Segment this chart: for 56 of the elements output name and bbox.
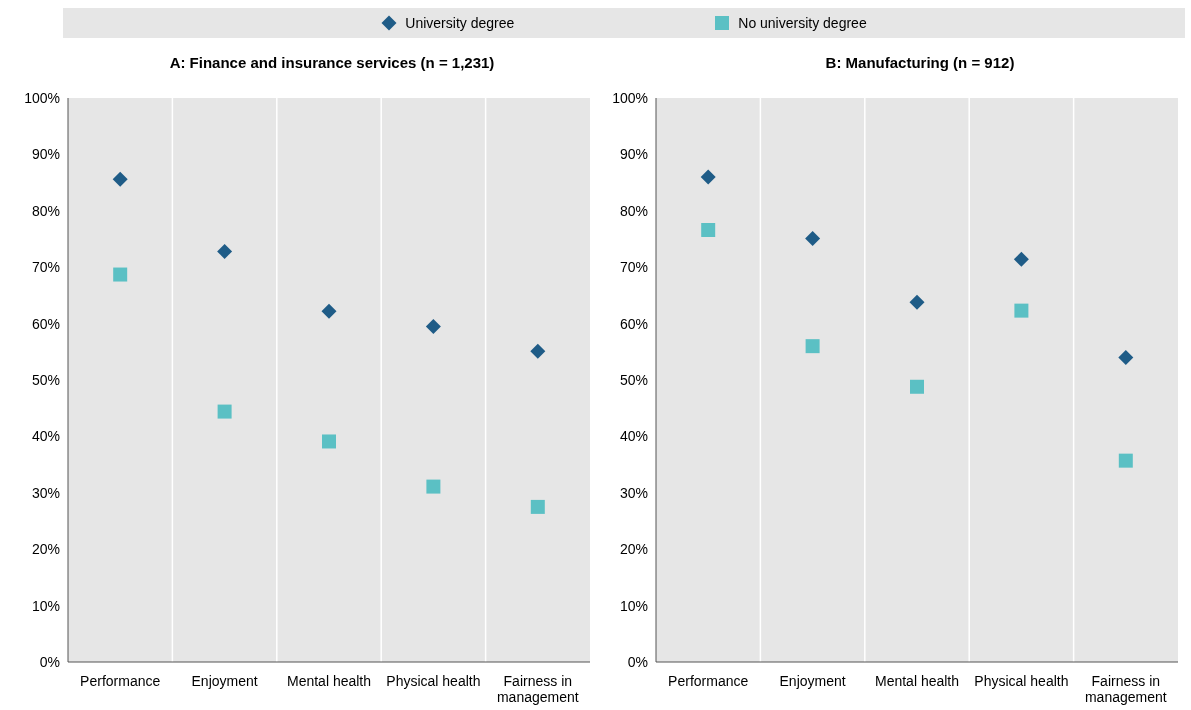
y-tick-label: 10% [31,597,60,614]
y-tick-label: 90% [619,146,648,163]
y-tick-label: 80% [31,202,60,219]
x-tick-label: Mental health [874,673,960,689]
y-tick-label: 20% [619,541,648,558]
point [1118,453,1133,468]
x-tick-label: Fairness in management [1084,673,1167,705]
y-tick-label: 40% [619,428,648,445]
point [113,267,128,282]
y-tick-label: 100% [612,89,648,106]
x-tick-label: Performance [80,673,161,689]
y-tick-label: 100% [24,89,60,106]
y-tick-label: 0% [39,653,60,670]
y-tick-label: 40% [31,428,60,445]
y-tick-label: 70% [31,259,60,276]
y-tick-label: 20% [31,541,60,558]
point [217,243,233,259]
x-tick-label: Mental health [286,673,372,689]
point [805,339,820,354]
y-tick-label: 70% [619,259,648,276]
x-tick-label: Fairness in management [496,673,579,705]
point [112,171,128,187]
y-tick-label: 0% [627,653,648,670]
y-tick-label: 30% [619,484,648,501]
x-tick-label: Performance [668,673,749,689]
point [530,343,546,359]
point [1013,251,1029,267]
x-tick-label: Enjoyment [779,673,846,689]
y-tick-label: 50% [31,371,60,388]
chart-title: A: Finance and insurance services (n = 1,231) [168,53,496,73]
point [909,294,925,310]
y-tick-label: 50% [619,371,648,388]
point [910,379,924,394]
point [1118,349,1134,365]
y-tick-label: 60% [619,315,648,332]
y-tick-label: 10% [619,597,648,614]
point [217,404,232,419]
point [701,222,716,237]
y-tick-label: 90% [31,146,60,163]
x-tick-label: Physical health [974,673,1069,689]
x-tick-label: Physical health [386,673,481,689]
point [805,230,821,246]
point [322,434,336,449]
point [321,303,337,319]
y-tick-label: 80% [619,202,648,219]
point [700,169,716,185]
point [530,499,545,514]
chart-title: B: Manufacturing (n = 912) [824,53,1016,73]
point [426,479,441,494]
x-tick-label: Enjoyment [191,673,258,689]
legend-label: University degree [405,15,515,31]
y-tick-label: 60% [31,315,60,332]
point [1014,303,1029,318]
legend-label: No university degree [738,15,867,31]
point [425,318,441,334]
y-tick-label: 30% [31,484,60,501]
